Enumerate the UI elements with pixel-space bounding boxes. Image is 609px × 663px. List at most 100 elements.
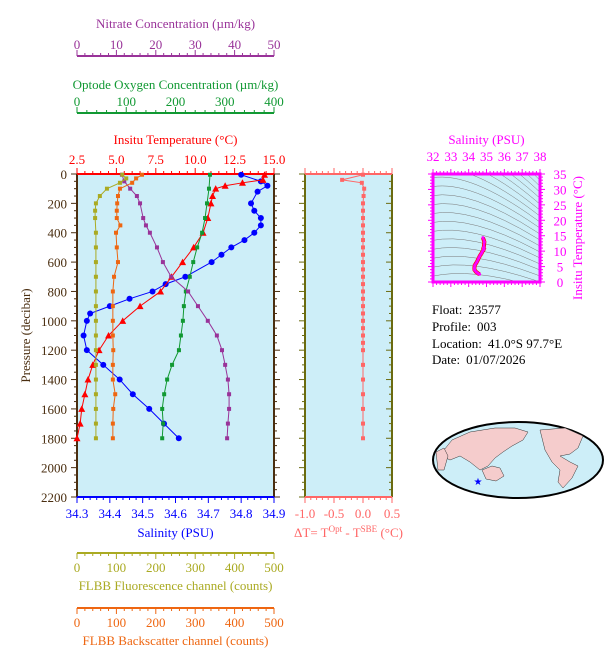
- delta-t-data-point: [361, 340, 365, 345]
- ts-data-point: [481, 236, 485, 240]
- delta-t-data-point: [361, 267, 365, 272]
- salinity-data-point: [251, 207, 258, 214]
- delta-t-data-point: [340, 177, 345, 182]
- pressure-tick-label: 800: [48, 284, 68, 299]
- nitrate-data-point: [143, 223, 148, 228]
- fluorescence-tick-label: 0: [74, 560, 81, 575]
- nitrate-data-point: [227, 392, 232, 397]
- temperature-data-point: [209, 192, 217, 200]
- temperature-tick-label: 12.5: [223, 152, 246, 167]
- temperature-data-point: [78, 405, 86, 412]
- backscatter-data-point: [114, 208, 119, 213]
- oxygen-data-point: [205, 201, 210, 206]
- oxygen-tick-label: 300: [215, 94, 235, 109]
- salinity-data-point: [241, 237, 248, 244]
- nitrate-data-point: [141, 216, 146, 221]
- backscatter-data-point: [130, 180, 135, 185]
- ts-salinity-tick-label: 33: [444, 149, 457, 164]
- fluorescence-data-point: [124, 176, 129, 181]
- pressure-tick-label: 2000: [41, 461, 67, 476]
- pressure-tick-label: 1800: [41, 431, 67, 446]
- ts-data-point: [472, 266, 476, 270]
- backscatter-tick-label: 100: [107, 615, 127, 630]
- delta-t-data-point: [361, 362, 365, 367]
- nitrate-tick-label: 30: [189, 37, 202, 52]
- delta-t-data-point: [361, 311, 365, 316]
- delta-t-data-point: [361, 260, 365, 265]
- fluorescence-data-point: [93, 274, 98, 279]
- world-map: ★: [432, 421, 604, 499]
- nitrate-data-point: [128, 186, 133, 191]
- oxygen-data-point: [187, 274, 192, 279]
- delta-t-tick-label: 0.5: [384, 506, 400, 521]
- salinity-data-point: [182, 273, 189, 280]
- delta-t-data-point: [361, 377, 365, 382]
- fluorescence-data-point: [93, 436, 98, 441]
- salinity-data-point: [146, 405, 153, 412]
- temperature-data-point: [136, 302, 144, 310]
- density-contour-line: [499, 174, 540, 205]
- delta-t-plot-area: [305, 174, 392, 497]
- ts-temperature-tick-label: 30: [554, 182, 567, 197]
- ts-temperature-tick-label: 10: [554, 244, 567, 259]
- temperature-data-point: [179, 258, 187, 266]
- salinity-data-point: [83, 317, 90, 324]
- salinity-tick-label: 34.5: [131, 506, 154, 521]
- density-contour-line: [433, 229, 540, 259]
- nitrate-data-point: [205, 318, 210, 323]
- fluorescence-tick-label: 300: [185, 560, 205, 575]
- nitrate-axis-title: Nitrate Concentration (µm/kg): [96, 16, 255, 31]
- date-label: Date: 01/07/2026: [432, 352, 526, 367]
- temperature-data-point: [221, 182, 229, 189]
- oxygen-data-point: [170, 362, 175, 367]
- backscatter-data-point: [110, 289, 115, 294]
- ts-temperature-tick-label: 5: [557, 260, 564, 275]
- ts-temperature-tick-label: 25: [554, 198, 567, 213]
- fluorescence-data-point: [97, 194, 102, 199]
- fluorescence-data-point: [93, 201, 98, 206]
- salinity-data-point: [264, 182, 271, 189]
- salinity-data-point: [254, 188, 261, 195]
- fluorescence-data-point: [93, 318, 98, 323]
- delta-t-data-point: [361, 201, 365, 206]
- pressure-axis-title: Pressure (decibar): [18, 288, 33, 382]
- delta-t-title-superscript: SBE: [361, 524, 378, 534]
- fluorescence-data-point: [93, 333, 98, 338]
- ts-plot-area: [433, 174, 540, 282]
- salinity-data-point: [175, 435, 182, 442]
- backscatter-data-point: [111, 348, 116, 353]
- nitrate-data-point: [154, 245, 159, 250]
- salinity-tick-label: 34.3: [66, 506, 89, 521]
- salinity-data-point: [83, 347, 90, 354]
- fluorescence-data-point: [93, 208, 98, 213]
- delta-t-data-point: [361, 172, 365, 177]
- delta-t-data-point: [361, 333, 365, 338]
- delta-t-data-point: [361, 208, 365, 213]
- temperature-data-point: [207, 199, 215, 207]
- density-contour-line: [433, 176, 540, 223]
- oxygen-data-point: [181, 304, 186, 309]
- backscatter-data-point: [115, 260, 120, 265]
- salinity-data-point: [257, 215, 264, 222]
- oxygen-data-point: [176, 348, 181, 353]
- salinity-axis-title: Salinity (PSU): [137, 525, 213, 540]
- salinity-tick-label: 34.4: [98, 506, 121, 521]
- oxygen-data-point: [161, 421, 166, 426]
- fluorescence-axis-title: FLBB Fluorescence channel (counts): [79, 578, 273, 593]
- pressure-tick-label: 600: [48, 255, 68, 270]
- temperature-axis-title: Insitu Temperature (°C): [114, 132, 238, 147]
- fluorescence-data-point: [93, 406, 98, 411]
- oxygen-data-point: [165, 377, 170, 382]
- backscatter-data-point: [140, 172, 145, 177]
- temperature-data-point: [76, 420, 84, 427]
- density-contour-line: [433, 185, 540, 229]
- fluorescence-data-point: [93, 362, 98, 367]
- map-land-eurasia: [439, 427, 529, 471]
- salinity-data-point: [248, 200, 255, 207]
- nitrate-tick-label: 50: [268, 37, 281, 52]
- oxygen-data-point: [207, 172, 212, 177]
- float-location-star-icon: ★: [474, 477, 483, 488]
- density-contour-line: [433, 247, 540, 271]
- nitrate-series-line: [121, 174, 230, 439]
- backscatter-data-point: [134, 176, 139, 181]
